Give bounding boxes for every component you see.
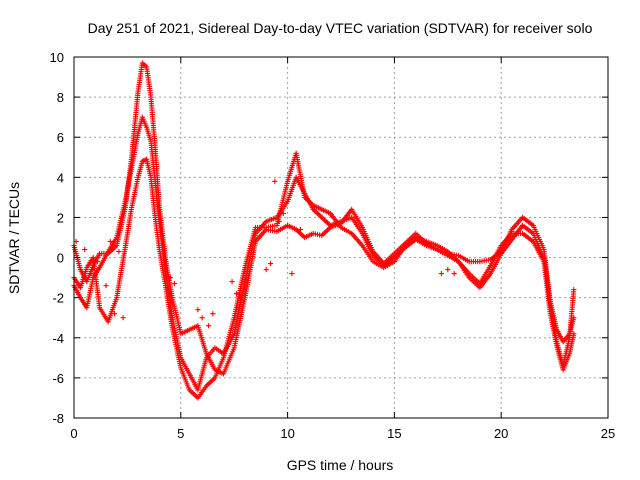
point-fragments-19 <box>263 266 269 273</box>
point-fragments-16 <box>229 279 235 285</box>
point-fragments-4 <box>103 283 109 289</box>
point-fragments-28 <box>451 271 457 277</box>
data-points <box>71 60 577 401</box>
point-fragments-9 <box>163 262 169 269</box>
x-axis-label: GPS time / hours <box>287 457 394 473</box>
point-fragments-10 <box>167 275 173 281</box>
point-track-c-end <box>571 315 577 321</box>
point-fragments-5 <box>107 238 113 245</box>
point-fragments-24 <box>289 271 295 277</box>
chart-title: Day 251 of 2021, Sidereal Day-to-day VTE… <box>88 20 593 36</box>
y-tick-label--2: -2 <box>52 291 64 306</box>
axes: 0 5 10 15 20 25 -8 -6 -4 -2 0 2 4 6 8 10 <box>50 50 616 441</box>
point-fragments-2 <box>88 271 94 277</box>
point-fragments-20 <box>267 260 274 267</box>
point-fragments-6 <box>111 311 118 317</box>
point-fragments-22 <box>276 218 282 225</box>
point-fragments-18 <box>238 295 244 301</box>
gridlines <box>74 57 608 418</box>
point-fragments-17 <box>233 291 239 297</box>
y-tick-label--6: -6 <box>52 371 64 386</box>
point-fragments-7 <box>116 248 122 255</box>
x-tick-label-20: 20 <box>494 426 508 441</box>
point-fragments-1 <box>82 246 88 253</box>
point-fragments-12 <box>195 307 201 313</box>
point-fragments-26 <box>438 271 444 277</box>
point-fragments-15 <box>210 311 216 317</box>
y-tick-label-2: 2 <box>57 210 64 225</box>
x-tick-label-15: 15 <box>387 426 401 441</box>
y-tick-label-10: 10 <box>50 50 64 65</box>
point-fragments-13 <box>199 315 205 321</box>
point-fragments-14 <box>205 323 212 329</box>
y-tick-label-8: 8 <box>57 90 64 105</box>
y-axis-label: SDTVAR / TECUs <box>6 182 22 294</box>
point-fragments-27 <box>445 266 451 273</box>
point-fragments-25 <box>297 226 304 233</box>
x-tick-label-5: 5 <box>177 426 184 441</box>
y-tick-label-6: 6 <box>57 130 64 145</box>
plot-frame <box>73 56 609 419</box>
point-fragments-23 <box>280 210 286 217</box>
point-fragments-8 <box>120 315 126 321</box>
point-fragments-21 <box>272 178 278 184</box>
point-track-a-end <box>571 287 577 293</box>
y-tick-label-4: 4 <box>57 170 64 185</box>
x-tick-label-25: 25 <box>601 426 615 441</box>
x-tick-label-10: 10 <box>280 426 294 441</box>
point-fragments-11 <box>171 281 177 287</box>
y-tick-label-0: 0 <box>57 251 64 266</box>
y-tick-label--8: -8 <box>52 411 64 426</box>
point-fragments-3 <box>94 258 101 265</box>
x-tick-label-0: 0 <box>70 426 77 441</box>
y-tick-label--4: -4 <box>52 331 64 346</box>
